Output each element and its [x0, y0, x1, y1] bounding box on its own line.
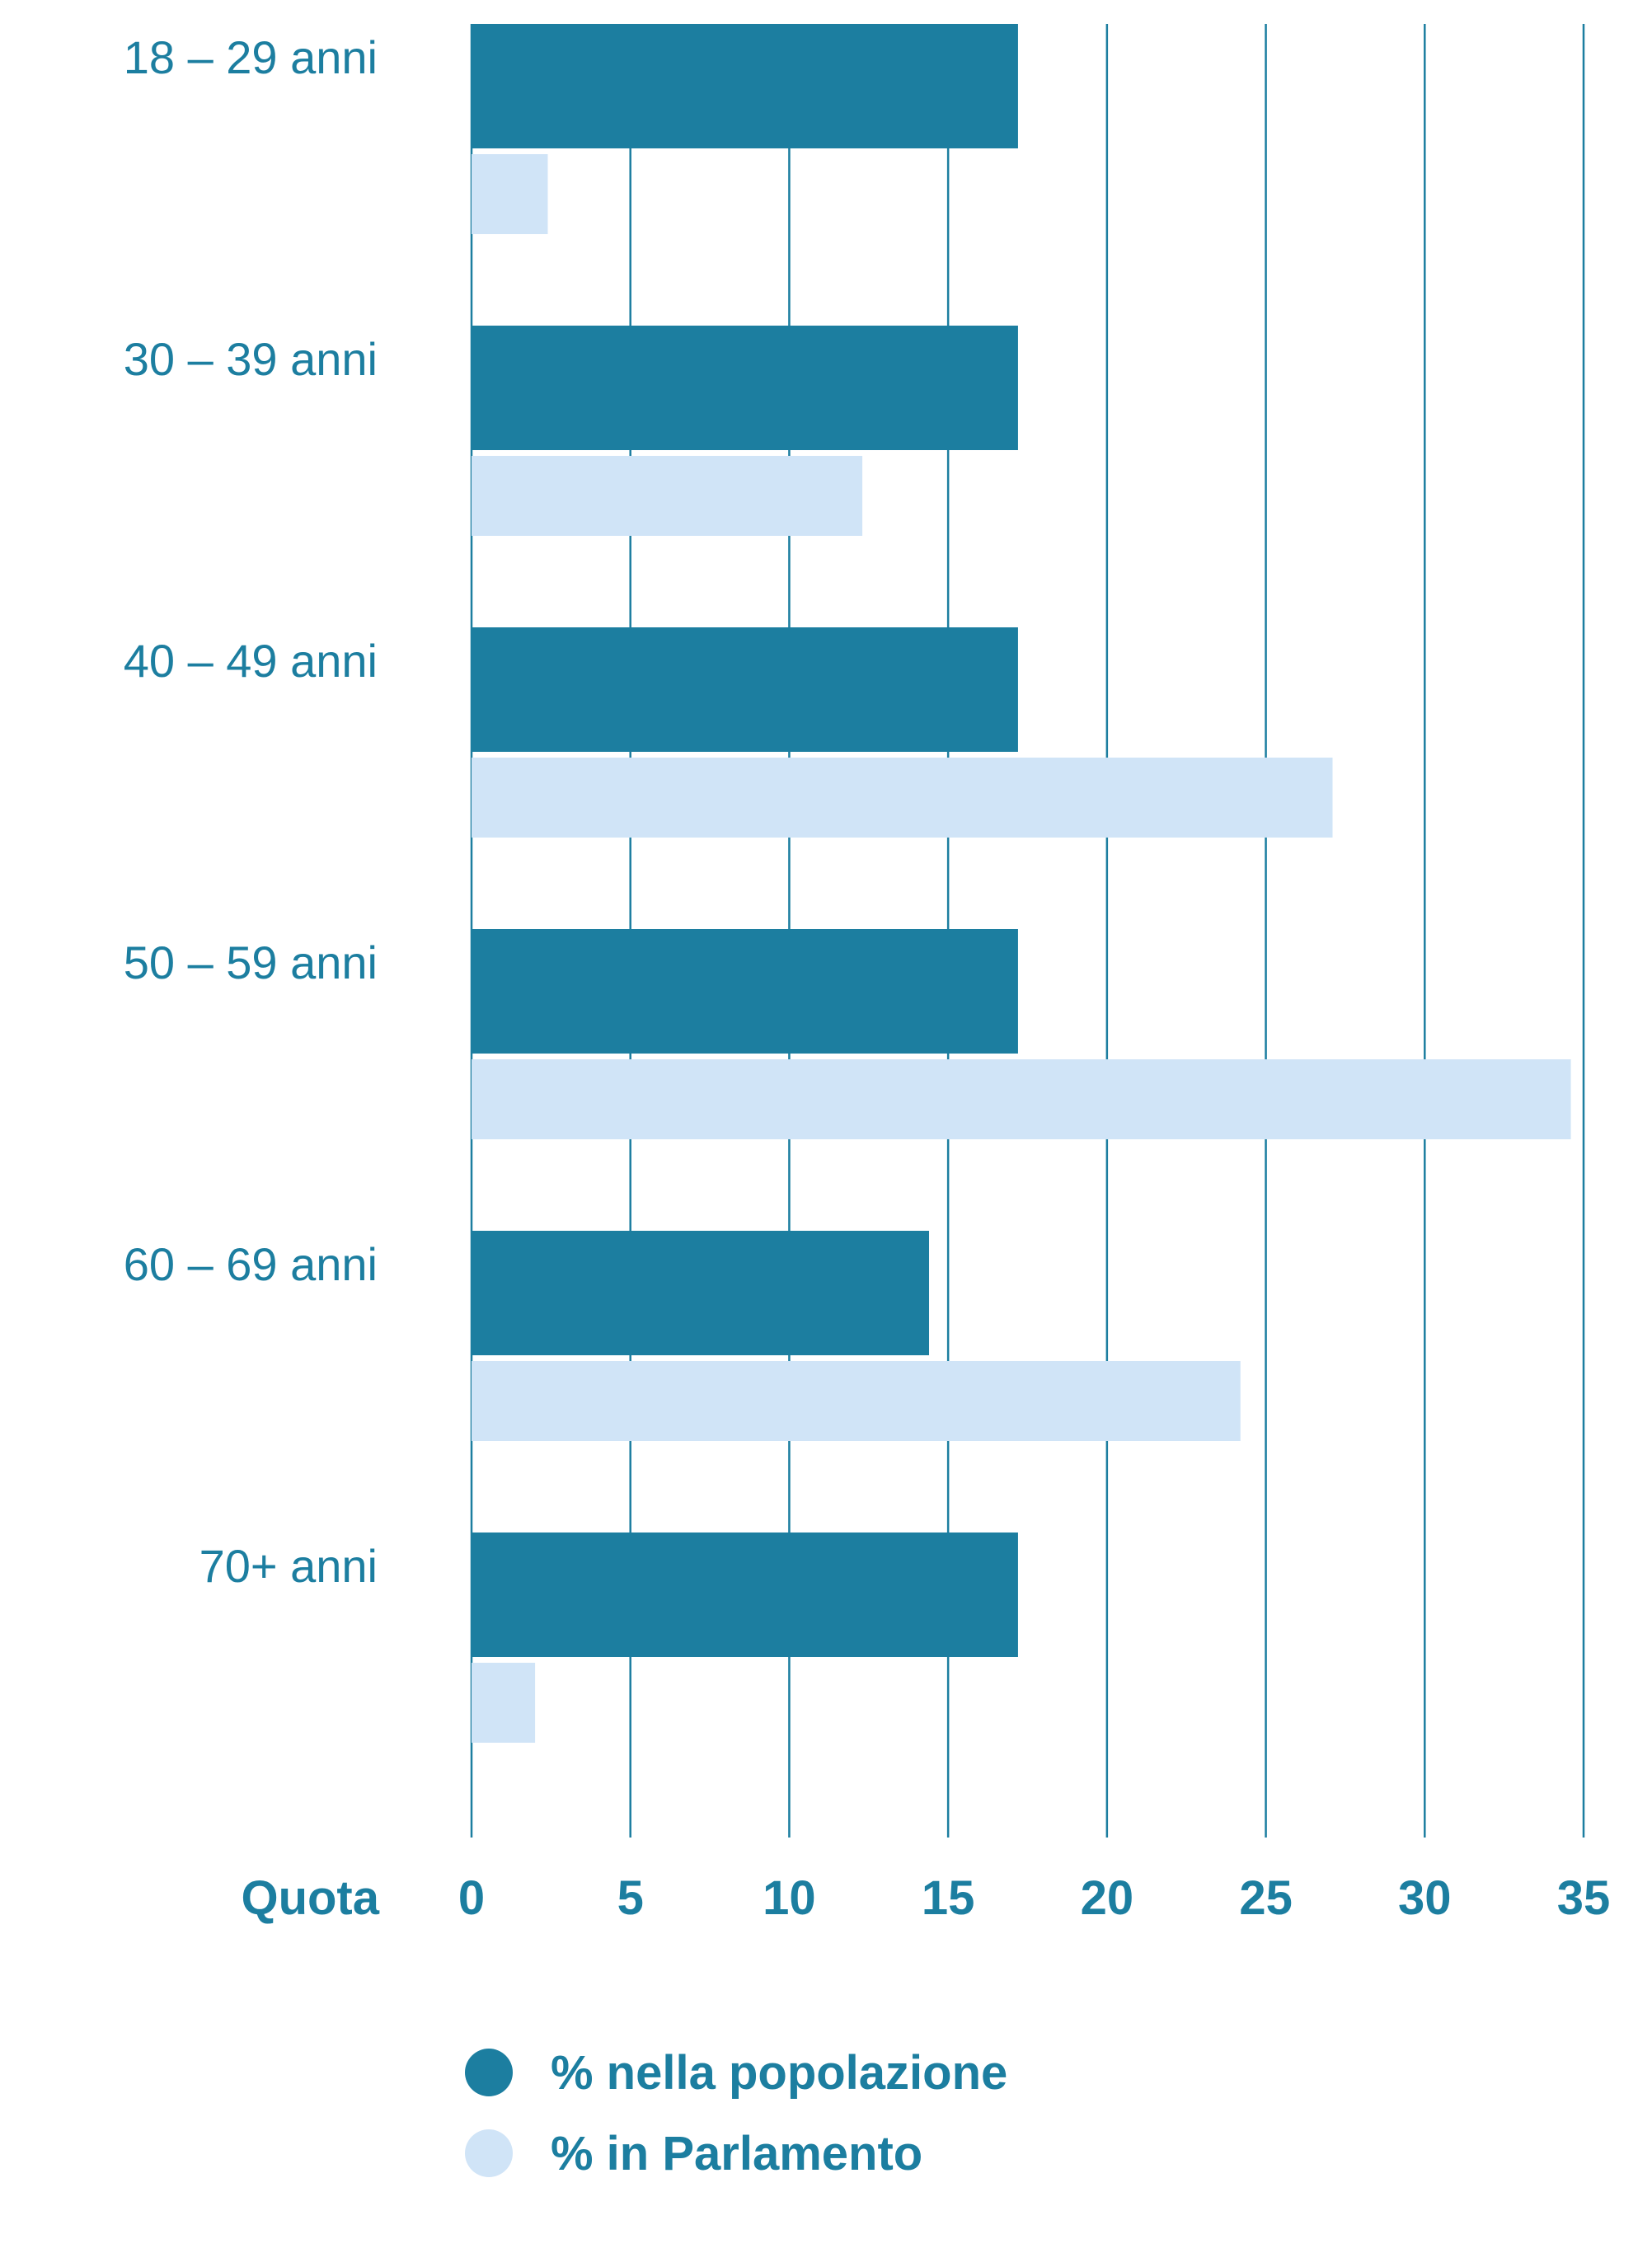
legend-label-parliament: % in Parlamento — [551, 2127, 922, 2180]
category-labels: 18 – 29 anni 30 – 39 anni 40 – 49 anni 50 –… — [124, 31, 378, 1592]
bar-parliament — [472, 758, 1333, 838]
bar-population — [472, 326, 1018, 450]
category-label: 18 – 29 anni — [124, 31, 378, 83]
legend-marker-parliament — [465, 2129, 513, 2177]
x-axis: Quota 0 5 10 15 20 25 30 35 — [241, 1871, 1610, 1925]
bar-parliament — [472, 154, 548, 234]
x-tick-label: 15 — [922, 1871, 975, 1925]
category-label: 50 – 59 anni — [124, 936, 378, 988]
bar-parliament — [472, 1361, 1241, 1441]
bars — [472, 24, 1571, 1743]
x-tick-label: 10 — [763, 1871, 816, 1925]
bar-population — [472, 1231, 930, 1355]
bar-parliament — [472, 1663, 536, 1743]
bar-parliament — [472, 456, 863, 536]
category-label: 40 – 49 anni — [124, 635, 378, 687]
legend-marker-population — [465, 2049, 513, 2096]
x-tick-label: 25 — [1239, 1871, 1293, 1925]
category-label: 30 – 39 anni — [124, 333, 378, 385]
bar-population — [472, 929, 1018, 1054]
bar-population — [472, 627, 1018, 752]
legend-label-population: % nella popolazione — [551, 2046, 1007, 2100]
bar-parliament — [472, 1059, 1571, 1139]
x-tick-label: 20 — [1081, 1871, 1134, 1925]
legend: % nella popolazione % in Parlamento — [465, 2046, 1007, 2180]
x-axis-label: Quota — [241, 1871, 379, 1925]
x-tick-label: 30 — [1398, 1871, 1452, 1925]
category-label: 70+ anni — [199, 1540, 378, 1592]
x-tick-label: 0 — [458, 1871, 485, 1925]
category-label: 60 – 69 anni — [124, 1238, 378, 1290]
bar-population — [472, 24, 1018, 148]
x-tick-label: 5 — [617, 1871, 644, 1925]
bar-population — [472, 1533, 1018, 1657]
x-tick-label: 35 — [1557, 1871, 1611, 1925]
